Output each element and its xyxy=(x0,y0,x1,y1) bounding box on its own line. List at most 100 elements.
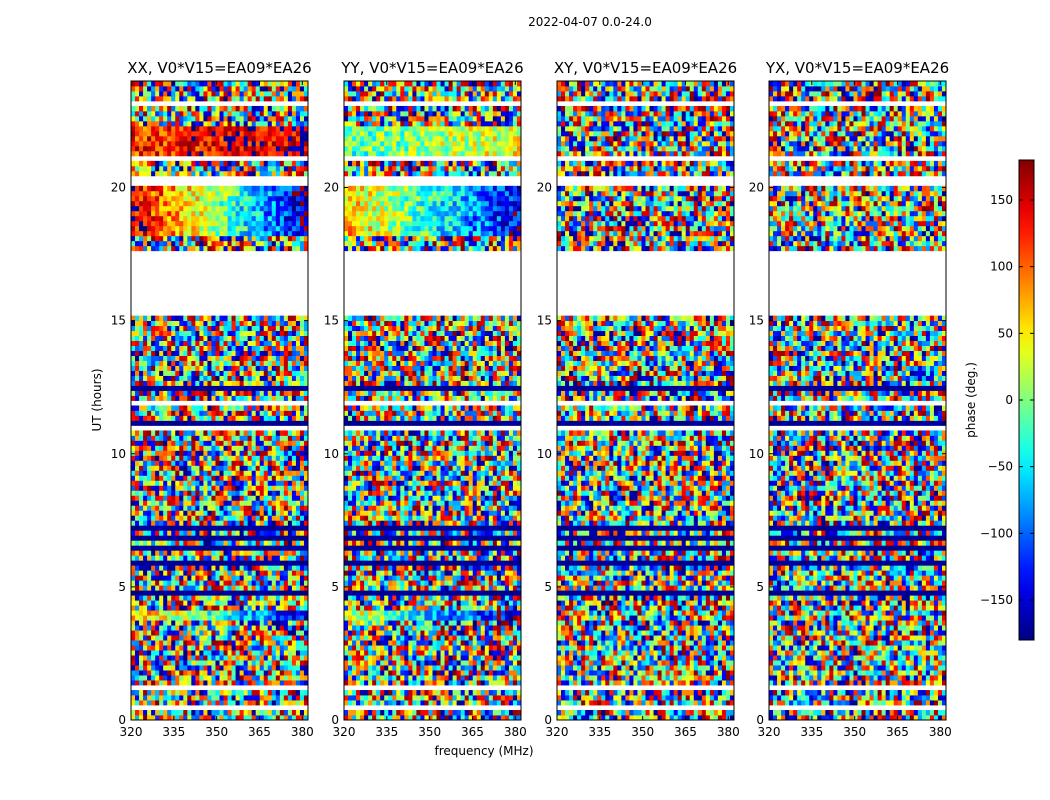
heatmap-cell xyxy=(135,490,140,496)
heatmap-cell xyxy=(147,225,152,232)
heatmap-cell xyxy=(271,680,277,686)
heatmap-cell xyxy=(247,610,253,616)
heatmap-cell xyxy=(247,590,253,596)
heatmap-cell xyxy=(131,565,136,571)
heatmap-cell xyxy=(231,370,236,376)
heatmap-cell xyxy=(179,415,184,421)
heatmap-cell xyxy=(235,420,241,426)
heatmap-cell xyxy=(167,370,172,376)
heatmap-cell xyxy=(247,535,253,541)
heatmap-cell xyxy=(159,420,164,426)
heatmap-cell xyxy=(139,455,144,461)
heatmap-cell xyxy=(291,340,297,346)
heatmap-cell xyxy=(448,690,454,696)
heatmap-cell xyxy=(187,160,192,167)
heatmap-cell xyxy=(131,365,136,371)
heatmap-cell xyxy=(287,125,293,132)
heatmap-cell xyxy=(235,145,241,152)
heatmap-cell xyxy=(179,515,184,521)
heatmap-cell xyxy=(247,430,253,436)
heatmap-cell xyxy=(263,365,269,371)
heatmap-cell xyxy=(159,195,164,202)
heatmap-cell xyxy=(155,630,160,636)
heatmap-cell xyxy=(243,90,249,97)
heatmap-cell xyxy=(167,435,172,441)
heatmap-cell xyxy=(155,590,160,596)
heatmap-cell xyxy=(279,520,285,526)
heatmap-cell xyxy=(131,450,136,456)
heatmap-cell xyxy=(275,650,281,656)
heatmap-cell xyxy=(183,485,188,491)
heatmap-cell xyxy=(167,640,172,646)
heatmap-cell xyxy=(227,105,232,112)
heatmap-cell xyxy=(275,465,281,471)
heatmap-cell xyxy=(364,700,369,706)
heatmap-cell xyxy=(291,475,297,481)
heatmap-cell xyxy=(271,625,277,631)
heatmap-cell xyxy=(195,510,200,516)
heatmap-cell xyxy=(404,690,409,696)
heatmap-cell xyxy=(219,81,224,87)
heatmap-cell xyxy=(255,140,261,147)
heatmap-cell xyxy=(299,85,305,92)
heatmap-cell xyxy=(139,565,144,571)
heatmap-cell xyxy=(191,405,196,411)
heatmap-cell xyxy=(131,145,136,152)
heatmap-cell xyxy=(275,490,281,496)
heatmap-cell xyxy=(352,690,357,696)
heatmap-cell xyxy=(283,715,289,721)
heatmap-cell xyxy=(151,215,156,222)
heatmap-cell xyxy=(263,195,269,202)
heatmap-cell xyxy=(456,680,462,686)
heatmap-cell xyxy=(247,495,253,501)
heatmap-cell xyxy=(143,625,148,631)
heatmap-cell xyxy=(255,550,261,556)
heatmap-cell xyxy=(223,395,228,401)
heatmap-cell xyxy=(279,555,285,561)
heatmap-cell xyxy=(460,695,466,701)
heatmap-cell xyxy=(291,610,297,616)
heatmap-cell xyxy=(259,245,265,252)
heatmap-cell xyxy=(504,715,510,721)
heatmap-cell xyxy=(159,385,164,391)
heatmap-cell xyxy=(251,115,257,122)
heatmap-cell xyxy=(291,605,297,611)
heatmap-cell xyxy=(143,580,148,586)
heatmap-cell xyxy=(239,120,245,127)
heatmap-cell xyxy=(283,620,289,626)
heatmap-cell xyxy=(135,465,140,471)
heatmap-cell xyxy=(275,205,281,212)
heatmap-cell xyxy=(271,235,277,242)
heatmap-cell xyxy=(303,545,309,551)
heatmap-cell xyxy=(163,525,168,531)
heatmap-cell xyxy=(171,555,176,561)
heatmap-cell xyxy=(444,680,449,686)
heatmap-cell xyxy=(159,220,164,227)
heatmap-cell xyxy=(259,210,265,217)
heatmap-cell xyxy=(135,545,140,551)
heatmap-cell xyxy=(167,580,172,586)
heatmap-cell xyxy=(468,700,474,706)
heatmap-cell xyxy=(187,500,192,506)
heatmap-cell xyxy=(275,675,281,681)
heatmap-cell xyxy=(291,440,297,446)
heatmap-cell xyxy=(175,545,180,551)
heatmap-cell xyxy=(291,490,297,496)
heatmap-cell xyxy=(211,345,216,351)
heatmap-cell xyxy=(195,630,200,636)
heatmap-cell xyxy=(239,535,245,541)
heatmap-cell xyxy=(303,320,309,327)
heatmap-cell xyxy=(295,625,301,631)
heatmap-cell xyxy=(175,440,180,446)
heatmap-cell xyxy=(295,350,301,356)
heatmap-cell xyxy=(223,475,228,481)
heatmap-cell xyxy=(191,95,196,102)
heatmap-cell xyxy=(243,470,249,476)
heatmap-cell xyxy=(267,375,273,381)
heatmap-cell xyxy=(183,370,188,376)
heatmap-cell xyxy=(171,90,176,97)
heatmap-cell xyxy=(167,230,172,237)
heatmap-cell xyxy=(143,235,148,242)
heatmap-cell xyxy=(147,420,152,426)
heatmap-cell xyxy=(199,620,204,626)
